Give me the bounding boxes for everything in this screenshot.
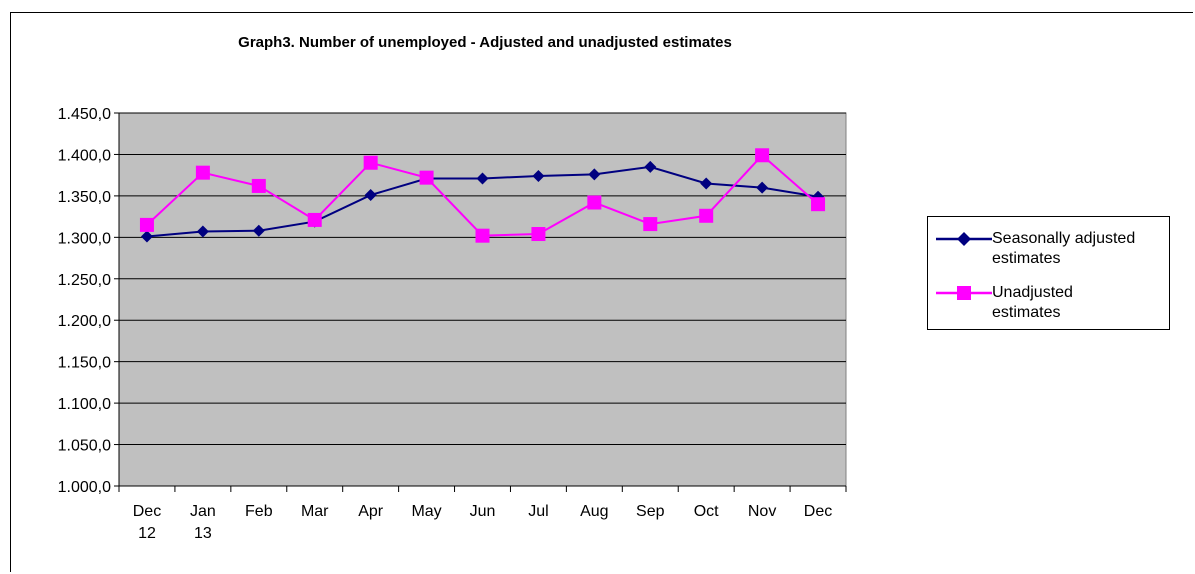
x-tick-label-line: Dec xyxy=(804,503,832,520)
x-tick-label: Jun xyxy=(470,503,496,520)
data-point-unadjusted xyxy=(699,208,714,223)
data-point-unadjusted xyxy=(755,148,770,163)
x-tick-label-line: Jan xyxy=(190,503,216,520)
x-tick-label-line: Dec xyxy=(133,503,161,520)
x-tick-label: Dec 12 xyxy=(133,503,161,542)
data-point-unadjusted xyxy=(475,228,490,243)
series-layer xyxy=(139,148,826,243)
x-tick-label: Feb xyxy=(245,503,273,520)
data-point-seasonally-adjusted xyxy=(588,168,601,181)
legend-label-unadjusted: Unadjusted estimates xyxy=(992,283,1172,323)
data-point-seasonally-adjusted xyxy=(644,160,657,173)
x-tick-label-line: Apr xyxy=(358,503,384,520)
grid-layer xyxy=(119,112,846,446)
x-tick-label-line: Jun xyxy=(470,503,496,520)
data-point-unadjusted xyxy=(643,217,658,232)
x-tick-label: Dec xyxy=(804,503,832,520)
x-tick-label-line: May xyxy=(411,503,441,520)
x-tick-label-line: 12 xyxy=(138,525,156,542)
x-tick-label: Nov xyxy=(748,503,776,520)
data-point-seasonally-adjusted xyxy=(700,177,713,190)
data-point-unadjusted xyxy=(587,195,602,210)
x-tick-label-line: Nov xyxy=(748,503,776,520)
x-tick-label: Jan 13 xyxy=(190,503,216,542)
x-tick-label: Oct xyxy=(694,503,719,520)
data-point-unadjusted xyxy=(811,197,826,212)
data-point-unadjusted xyxy=(419,170,434,185)
axis-layer xyxy=(114,112,847,492)
legend-label-seasonally-adjusted: Seasonally adjusted estimates xyxy=(992,229,1172,269)
x-tick-label-line: Sep xyxy=(636,503,665,520)
y-tick-label: 1.350,0 xyxy=(58,189,111,206)
legend-swatch-seasonally-adjusted xyxy=(936,232,992,246)
x-tick-label-line: Jul xyxy=(528,503,548,520)
x-tick-label: Jul xyxy=(528,503,548,520)
x-tick-label: Apr xyxy=(358,503,384,520)
x-tick-label: Sep xyxy=(636,503,665,520)
data-point-seasonally-adjusted xyxy=(196,225,209,238)
data-point-seasonally-adjusted xyxy=(476,172,489,185)
x-tick-label: Mar xyxy=(301,503,329,520)
data-point-unadjusted xyxy=(139,217,154,232)
data-point-seasonally-adjusted xyxy=(140,230,153,243)
x-tick-label-line: 13 xyxy=(194,525,212,542)
data-point-unadjusted xyxy=(363,155,378,170)
data-point-seasonally-adjusted xyxy=(532,169,545,182)
y-tick-label: 1.200,0 xyxy=(58,313,111,330)
tick-label-layer: 1.000,0 1.050,0 1.100,0 1.150,0 1.200,0 1.250… xyxy=(58,106,833,542)
x-tick-label: Aug xyxy=(580,503,608,520)
data-point-seasonally-adjusted xyxy=(364,189,377,202)
x-tick-label: May xyxy=(411,503,441,520)
data-point-unadjusted xyxy=(531,227,546,242)
x-tick-label-line: Oct xyxy=(694,503,719,520)
x-tick-label-line: Aug xyxy=(580,503,608,520)
y-tick-label: 1.000,0 xyxy=(58,479,111,496)
y-tick-label: 1.150,0 xyxy=(58,355,111,372)
legend-label-line: estimates xyxy=(992,250,1061,267)
data-point-seasonally-adjusted xyxy=(756,181,769,194)
chart-title: Graph3. Number of unemployed - Adjusted … xyxy=(238,34,732,51)
legend-item-seasonally-adjusted: Seasonally adjusted estimates xyxy=(928,228,1169,278)
data-point-unadjusted xyxy=(195,165,210,180)
y-tick-label: 1.450,0 xyxy=(58,106,111,123)
legend: Seasonally adjusted estimates Unadjusted… xyxy=(927,216,1170,330)
legend-label-line: estimates xyxy=(992,304,1061,321)
legend-label-line: Seasonally adjusted xyxy=(992,230,1136,247)
chart-frame xyxy=(10,12,1193,572)
legend-label-line: Unadjusted xyxy=(992,284,1073,301)
data-point-unadjusted xyxy=(307,212,322,227)
legend-item-unadjusted: Unadjusted estimates xyxy=(928,282,1169,332)
x-tick-label-line: Feb xyxy=(245,503,273,520)
y-tick-label: 1.250,0 xyxy=(58,272,111,289)
y-tick-label: 1.050,0 xyxy=(58,438,111,455)
x-tick-label-line: Mar xyxy=(301,503,329,520)
data-point-unadjusted xyxy=(251,178,266,193)
y-tick-label: 1.100,0 xyxy=(58,396,111,413)
y-tick-label: 1.300,0 xyxy=(58,230,111,247)
legend-swatch-unadjusted xyxy=(936,286,992,300)
data-point-seasonally-adjusted xyxy=(252,224,265,237)
plot-area xyxy=(118,112,847,487)
y-tick-label: 1.400,0 xyxy=(58,147,111,164)
